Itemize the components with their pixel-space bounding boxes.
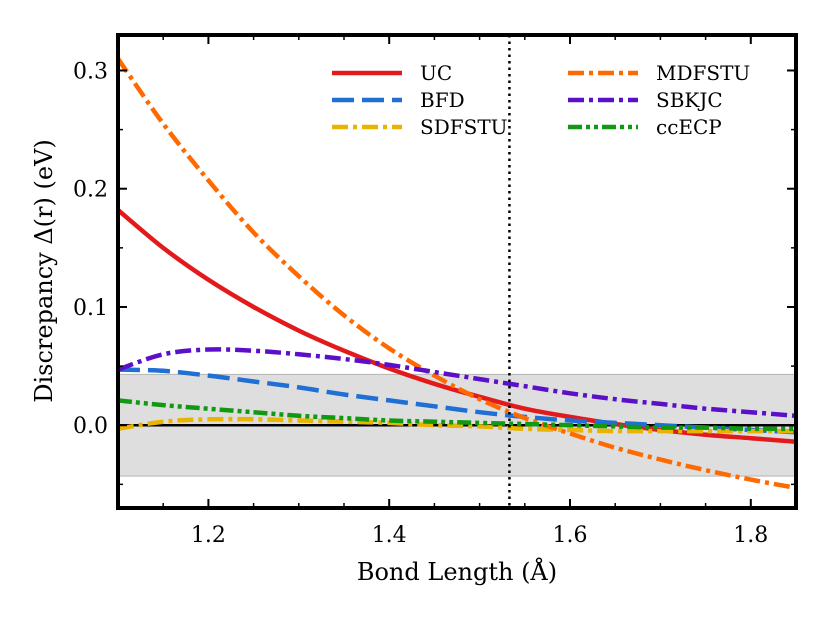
legend-label-bfd: BFD xyxy=(420,88,465,112)
y-tick-label: 0.3 xyxy=(73,59,108,84)
plot-frame xyxy=(116,33,798,510)
legend: UC BFD SDFSTU MDFSTU SBKJC ccECP xyxy=(332,61,750,139)
x-tick-label: 1.4 xyxy=(372,523,407,548)
series-line-sbkjc xyxy=(118,347,796,419)
x-axis-title: Bond Length (Å) xyxy=(357,557,557,586)
legend-label-mdfstu: MDFSTU xyxy=(656,61,750,85)
y-tick-label: 0.1 xyxy=(73,296,108,321)
tick-labels-layer: 1.2 1.4 1.6 1.8 0.0 0.1 0.2 0.3 xyxy=(73,59,768,548)
x-tick-label: 1.8 xyxy=(733,523,768,548)
series-line-uc xyxy=(118,208,796,445)
y-tick-label: 0.0 xyxy=(73,414,108,439)
series-line-mdfstu xyxy=(118,57,796,491)
series-layer xyxy=(118,57,796,491)
series-line-ccecp xyxy=(118,398,796,432)
legend-label-uc: UC xyxy=(420,61,452,85)
x-tick-label: 1.6 xyxy=(553,523,588,548)
series-line-sdfstu xyxy=(118,416,796,434)
x-tick-label: 1.2 xyxy=(191,523,226,548)
series-line-bfd xyxy=(118,367,796,435)
legend-label-sdfstu: SDFSTU xyxy=(420,115,508,139)
y-tick-label: 0.2 xyxy=(73,178,108,203)
plot-area xyxy=(118,35,796,508)
legend-label-sbkjc: SBKJC xyxy=(656,88,723,112)
legend-label-ccecp: ccECP xyxy=(656,115,722,139)
y-axis-title: Discrepancy Δ(r) (eV) xyxy=(30,139,58,403)
